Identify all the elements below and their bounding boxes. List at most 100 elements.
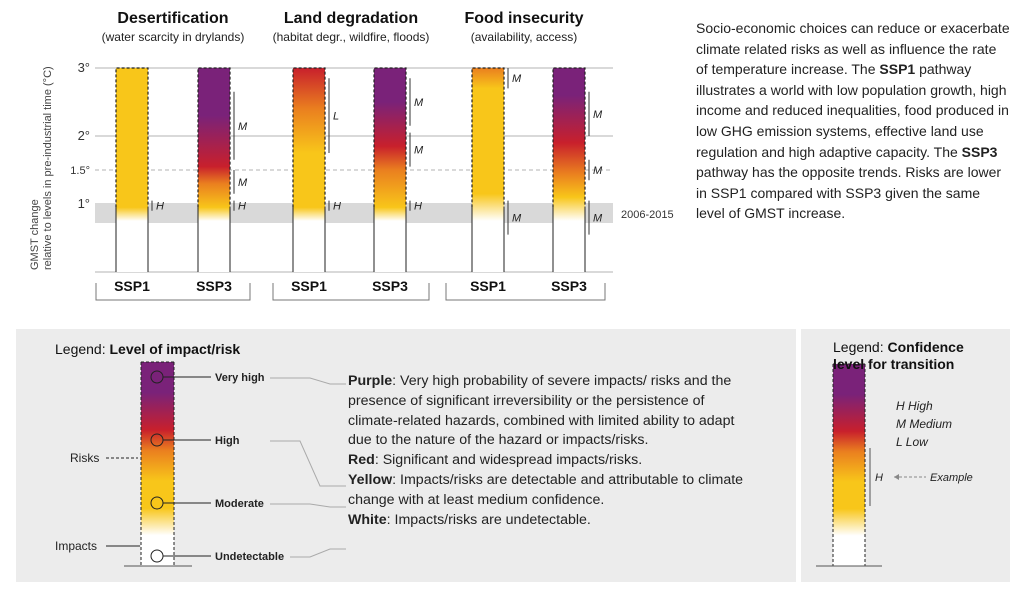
confidence-label: H bbox=[333, 201, 341, 213]
bracket bbox=[95, 283, 251, 301]
legend-prefix: Legend: bbox=[833, 339, 888, 355]
description-text: Socio-economic choices can reduce or exa… bbox=[696, 18, 1011, 224]
bar-outline bbox=[552, 67, 586, 208]
bar-outline bbox=[471, 67, 505, 208]
legend-def: : Very high probability of severe impact… bbox=[348, 373, 735, 449]
bar-outline bbox=[197, 67, 231, 208]
description-part: pathway has the opposite trends. Risks a… bbox=[696, 164, 1002, 222]
y-ticks: 3° 2° 1.5° 1° bbox=[70, 60, 90, 211]
confidence-label: M bbox=[512, 213, 522, 225]
panel-title: Food insecurity bbox=[464, 10, 583, 27]
legend-term: Red bbox=[348, 452, 375, 469]
y-axis-label-line2: relative to levels in pre-industrial tim… bbox=[42, 66, 54, 270]
reference-band bbox=[95, 205, 613, 223]
risk-bar bbox=[198, 68, 230, 272]
confidence-gradient-bar bbox=[833, 364, 865, 566]
legend-term: White bbox=[348, 511, 387, 528]
bracket bbox=[272, 283, 430, 301]
risk-bar bbox=[553, 68, 585, 272]
bar-outline bbox=[292, 67, 326, 208]
y-tick-label: 3° bbox=[78, 60, 90, 75]
description-part: pathway illustrates a world with low pop… bbox=[696, 61, 1009, 160]
band-label: 2006-2015 bbox=[621, 209, 674, 221]
confidence-label: M bbox=[414, 145, 424, 157]
description-part: Socio-economic choices can reduce or exa… bbox=[696, 20, 1010, 78]
ssp-label: SSP3 bbox=[551, 278, 587, 294]
panel-subtitle: (water scarcity in drylands) bbox=[102, 30, 245, 44]
description-ssp1: SSP1 bbox=[879, 61, 916, 78]
panel-title: Land degradation bbox=[284, 10, 418, 27]
risk-legend: Very high High Moderate Undetectable Ris… bbox=[55, 361, 346, 567]
confidence-level: M Medium bbox=[896, 417, 953, 431]
y-tick-label: 2° bbox=[78, 128, 90, 143]
gridlines bbox=[95, 67, 613, 273]
confidence-level: H High bbox=[896, 399, 933, 413]
level-label: High bbox=[215, 435, 240, 447]
titles: Desertification (water scarcity in dryla… bbox=[102, 10, 584, 44]
level-label: Undetectable bbox=[215, 551, 284, 563]
confidence-label: M bbox=[593, 213, 603, 225]
ssp-label: SSP1 bbox=[291, 278, 327, 294]
panel-title: Desertification bbox=[117, 10, 228, 27]
confidence-label: H bbox=[238, 201, 246, 213]
level-marker bbox=[150, 549, 164, 563]
risk-bar bbox=[374, 68, 406, 272]
legend-term: Yellow bbox=[348, 471, 393, 488]
bar-outline bbox=[373, 67, 407, 208]
legend-prefix: Legend: bbox=[55, 341, 110, 357]
confidence-label: L bbox=[333, 111, 339, 123]
risk-bar bbox=[116, 68, 148, 272]
confidence-label: H bbox=[414, 201, 422, 213]
risk-bar bbox=[472, 68, 504, 272]
legend-def: : Impacts/risks are undetectable. bbox=[386, 511, 591, 528]
risks-label: Risks bbox=[70, 451, 99, 465]
confidence-legend-heading: Legend: Confidence level for transition bbox=[833, 339, 993, 373]
legend-title: Confidence level for transition bbox=[833, 339, 964, 372]
example-arrowhead bbox=[894, 474, 899, 480]
risk-bar bbox=[293, 68, 325, 272]
level-label: Very high bbox=[215, 372, 265, 384]
connector bbox=[290, 548, 346, 558]
ssp-label: SSP3 bbox=[372, 278, 408, 294]
confidence-label: M bbox=[512, 73, 522, 85]
connector bbox=[270, 440, 346, 487]
connector bbox=[270, 503, 346, 508]
legend-item: Yellow: Impacts/risks are detectable and… bbox=[348, 471, 748, 511]
impacts-label: Impacts bbox=[55, 539, 97, 553]
confidence-label: M bbox=[414, 97, 424, 109]
legend-item: Purple: Very high probability of severe … bbox=[348, 372, 748, 451]
confidence-label: M bbox=[238, 121, 248, 133]
legend-item: Red: Significant and widespread impacts/… bbox=[348, 451, 748, 471]
legend-def: : Impacts/risks are detectable and attri… bbox=[348, 471, 744, 508]
legend-term: Purple bbox=[348, 373, 393, 389]
confidence-level: L Low bbox=[896, 435, 928, 449]
confidence-label: M bbox=[238, 177, 248, 189]
legend-def: : Significant and widespread impacts/ris… bbox=[374, 452, 643, 469]
panel-subtitle: (availability, access) bbox=[471, 30, 577, 44]
panel-brackets bbox=[95, 283, 606, 301]
confidence-legend: H Example bbox=[816, 363, 973, 567]
confidence-levels: H High M Medium L Low bbox=[896, 397, 952, 451]
y-axis-label: GMST change relative to levels in pre-in… bbox=[29, 66, 54, 270]
ssp-label: SSP3 bbox=[196, 278, 232, 294]
legend-gradient-bar bbox=[141, 362, 174, 566]
legend-title: Level of impact/risk bbox=[109, 341, 241, 357]
ssp-label: SSP1 bbox=[470, 278, 506, 294]
bar-outline bbox=[115, 67, 149, 208]
confidence-label: H bbox=[156, 201, 164, 213]
description-ssp3: SSP3 bbox=[961, 143, 998, 160]
connector bbox=[270, 377, 346, 385]
confidence-label: M bbox=[593, 109, 603, 121]
panel-subtitle: (habitat degr., wildfire, floods) bbox=[273, 30, 430, 44]
confidence-example-mark: H bbox=[875, 472, 883, 484]
y-tick-label: 1° bbox=[78, 196, 90, 211]
y-axis-label-line1: GMST change bbox=[29, 199, 41, 270]
risk-legend-text: Purple: Very high probability of severe … bbox=[348, 372, 748, 530]
legend-item: White: Impacts/risks are undetectable. bbox=[348, 511, 748, 531]
example-label: Example bbox=[930, 472, 973, 484]
level-label: Moderate bbox=[215, 498, 264, 510]
y-tick-label: 1.5° bbox=[70, 165, 90, 177]
confidence-label: M bbox=[593, 165, 603, 177]
